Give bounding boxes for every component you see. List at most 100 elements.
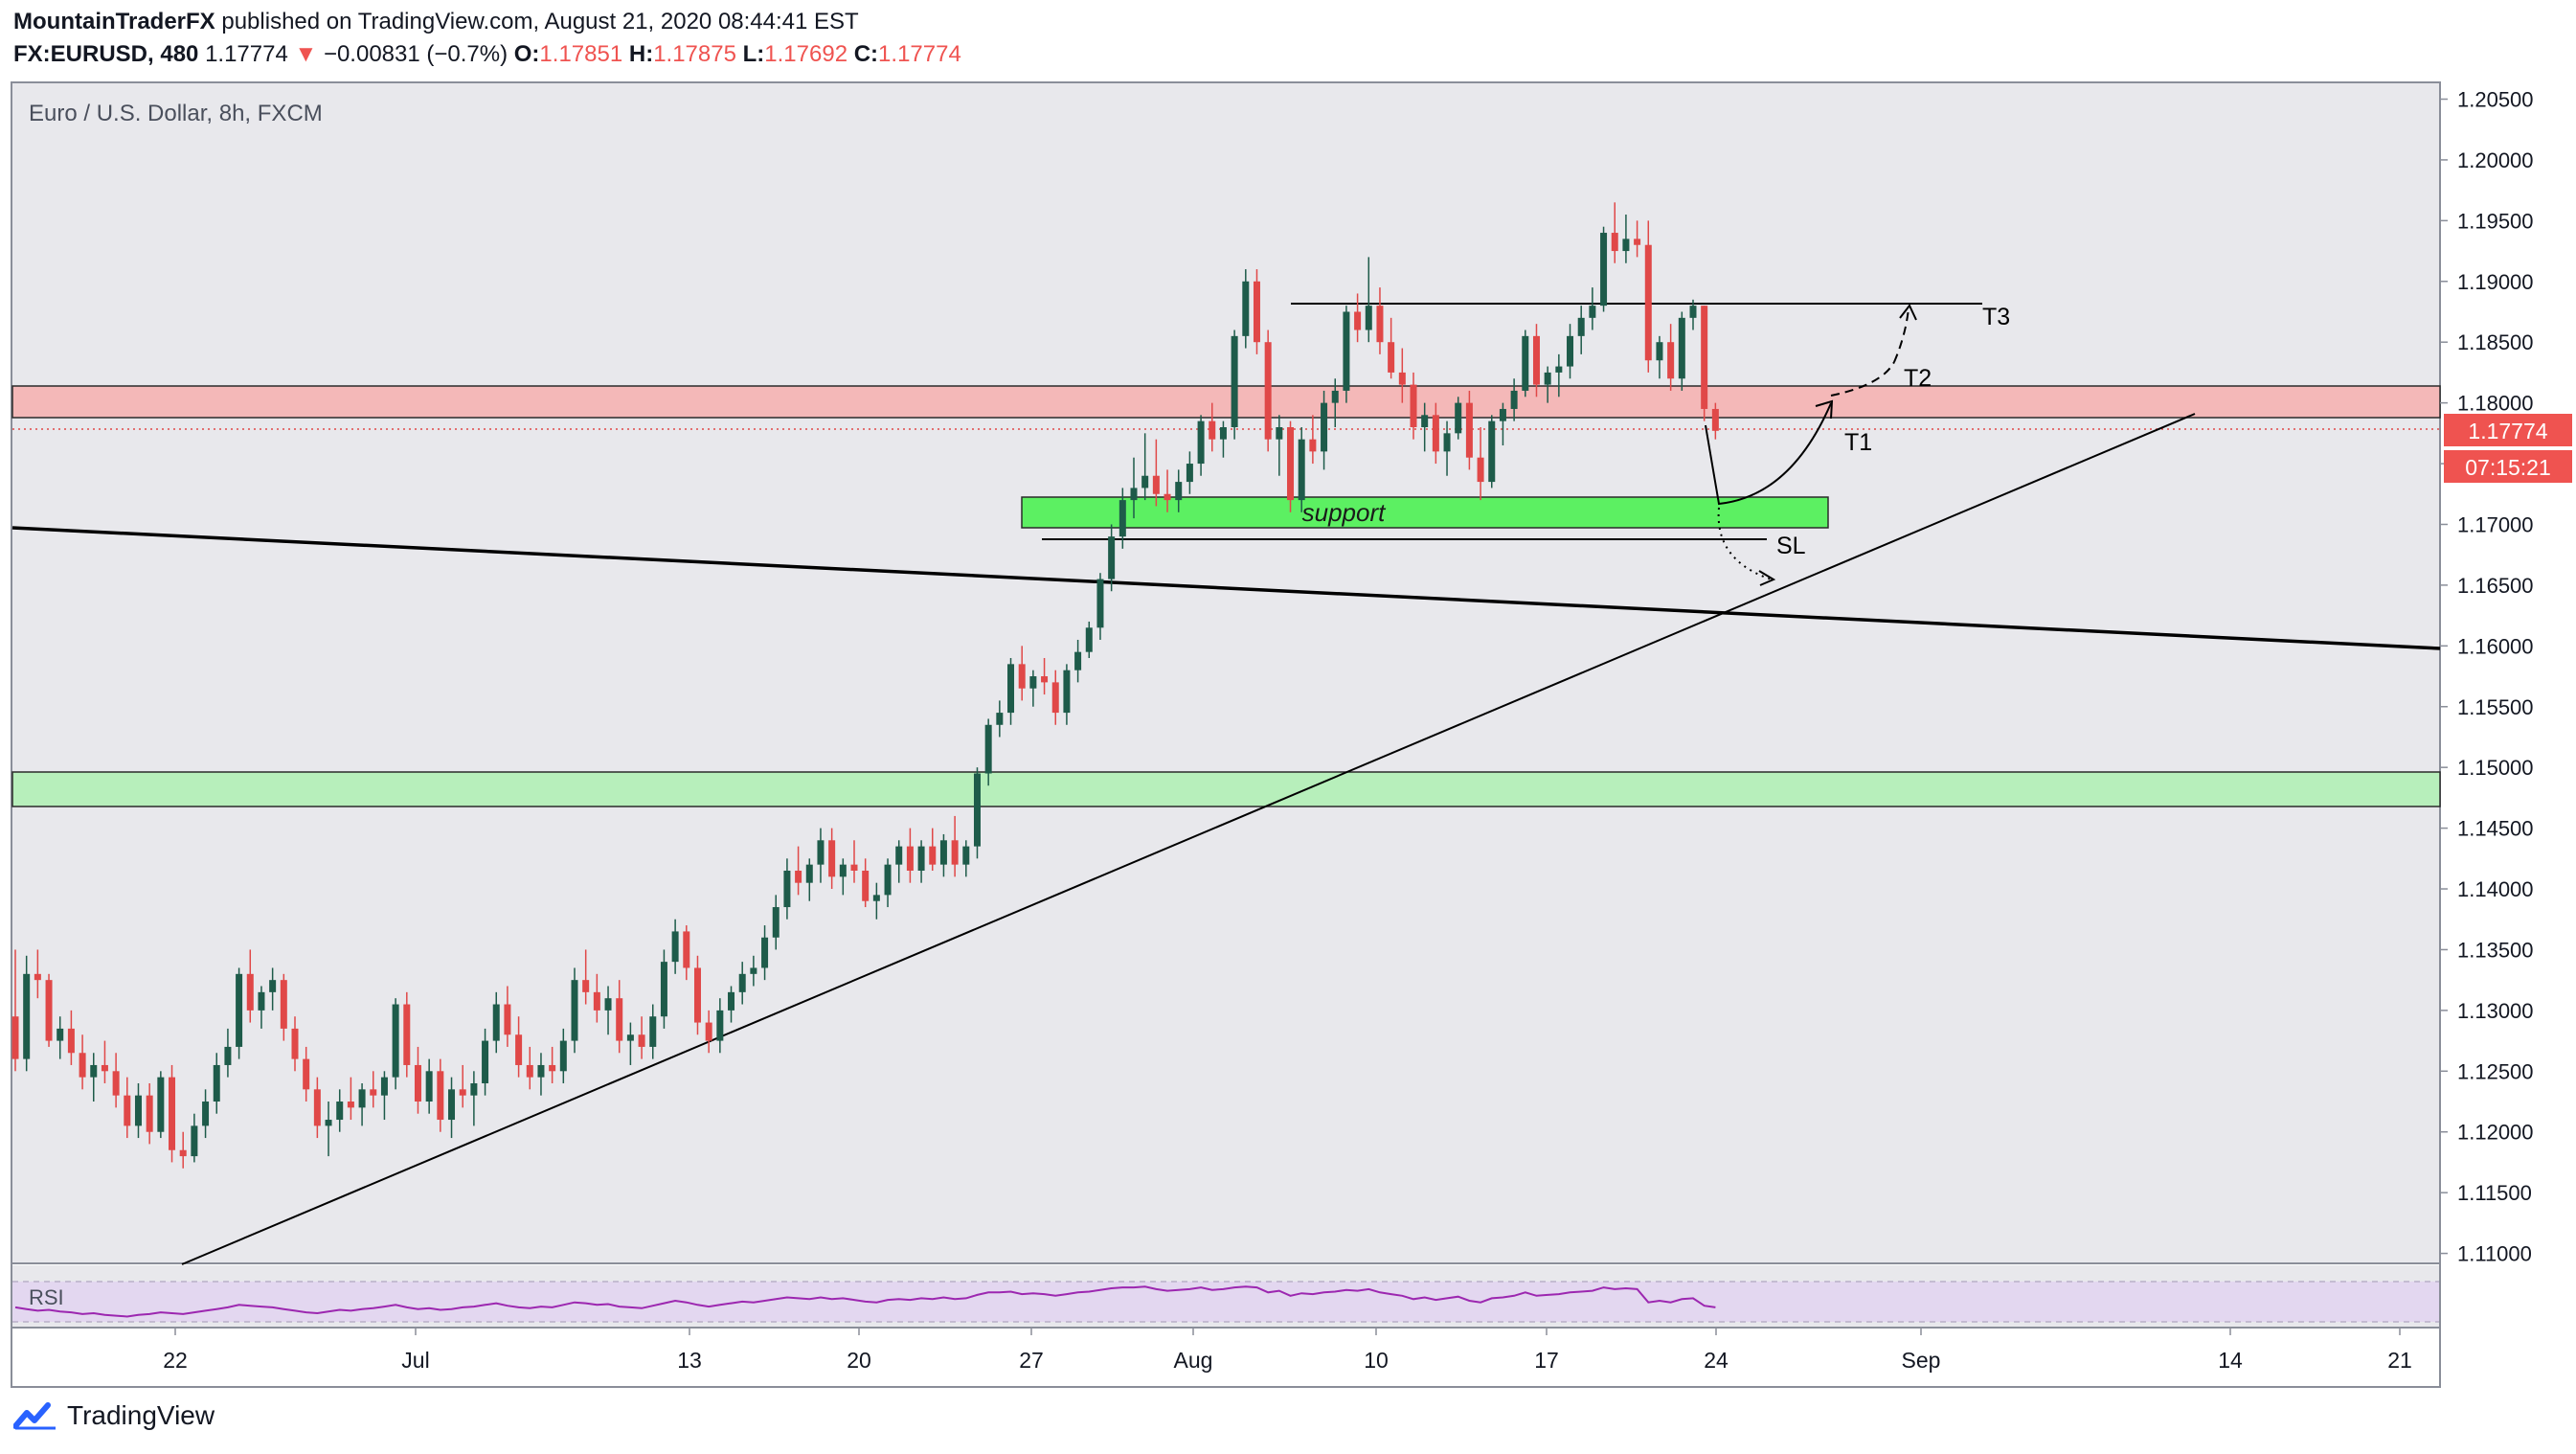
- tradingview-brand[interactable]: TradingView: [67, 1400, 215, 1430]
- projection-arrowhead-t3: [1899, 304, 1917, 321]
- time-axis[interactable]: 22 Jul 13 20 27 Aug 10 17 24 Sep 14 21: [163, 1328, 2412, 1373]
- y-tick-label: 1.15000: [2457, 756, 2534, 780]
- projection-path-t3: [1893, 307, 1909, 363]
- candle-body: [459, 1089, 466, 1096]
- candle-body: [962, 846, 970, 865]
- candle-body: [380, 1077, 388, 1096]
- candle-body: [1018, 664, 1026, 689]
- y-tick-label: 1.13000: [2457, 999, 2534, 1023]
- projection-path-t2: [1830, 361, 1895, 397]
- price-change: −0.00831 (−0.7%): [323, 41, 508, 67]
- candle-body: [795, 870, 802, 883]
- candle-body: [313, 1089, 321, 1126]
- x-tick-label: Sep: [1902, 1348, 1941, 1373]
- candle-body: [482, 1040, 489, 1083]
- candle-body: [1331, 390, 1339, 403]
- countdown-tag-text: 07:15:21: [2465, 455, 2551, 480]
- symbol-label[interactable]: FX:EURUSD, 480: [13, 41, 199, 67]
- candle-body: [191, 1125, 198, 1157]
- candle-body: [1499, 408, 1506, 421]
- candle-body: [693, 967, 701, 1023]
- x-tick-label: 24: [1704, 1348, 1729, 1373]
- ohlc-line: FX:EURUSD, 480 1.17774 ▼ −0.00831 (−0.7%…: [13, 38, 961, 71]
- candle-body: [1231, 335, 1238, 427]
- price-axis[interactable]: 1.20500 1.20000 1.19500 1.19000 1.18500 1.180…: [2440, 88, 2534, 1266]
- y-tick-label: 1.19000: [2457, 270, 2534, 294]
- y-tick-label: 1.20000: [2457, 148, 2534, 172]
- candle-body: [179, 1149, 187, 1157]
- candle-body: [1119, 500, 1126, 537]
- candle-body: [157, 1077, 165, 1132]
- chart-title: Euro / U.S. Dollar, 8h, FXCM: [29, 101, 323, 126]
- x-tick-label: 14: [2218, 1348, 2243, 1373]
- candle-body: [571, 980, 578, 1041]
- candle-body: [437, 1071, 444, 1121]
- main-pane-bg: [12, 83, 2440, 1263]
- candle-body: [984, 724, 992, 774]
- publisher-name[interactable]: MountainTraderFX: [13, 9, 215, 34]
- candle-body: [750, 967, 757, 974]
- candle-body: [895, 846, 903, 865]
- x-tick-label: 13: [677, 1348, 702, 1373]
- candle-body: [101, 1064, 108, 1072]
- candle-body: [1209, 420, 1216, 440]
- candle-body: [1365, 306, 1372, 330]
- lower-support-zone: [11, 771, 2441, 807]
- candle-body: [917, 846, 925, 871]
- candle-body: [56, 1028, 64, 1041]
- candle-body: [1711, 408, 1719, 431]
- close-label: C:: [853, 41, 879, 67]
- candle-body: [1544, 372, 1551, 385]
- candle-body: [1388, 342, 1395, 373]
- candle-body: [1242, 281, 1250, 336]
- candle-body: [850, 864, 858, 871]
- candle-body: [1197, 420, 1205, 465]
- y-tick-label: 1.16000: [2457, 634, 2534, 658]
- candle-body: [67, 1028, 75, 1054]
- candle-body: [638, 1034, 645, 1047]
- candle-body: [1432, 415, 1439, 452]
- low-label: L:: [742, 41, 765, 67]
- candle-body: [1522, 335, 1529, 391]
- candle-body: [146, 1095, 153, 1132]
- candle-body: [1477, 457, 1484, 483]
- t1-label: T1: [1844, 429, 1872, 456]
- candle-body: [1130, 488, 1138, 501]
- candle-body: [1253, 281, 1260, 343]
- candle-body: [1287, 426, 1295, 501]
- candle-body: [996, 713, 1004, 725]
- candle-body: [1007, 664, 1015, 714]
- candle-body: [1589, 306, 1596, 318]
- chart-header: MountainTraderFX published on TradingVie…: [13, 6, 961, 71]
- high-label: H:: [628, 41, 654, 67]
- candle-body: [1678, 317, 1685, 379]
- candle-body: [202, 1102, 210, 1126]
- candle-body: [1164, 493, 1171, 501]
- candle-body: [169, 1077, 176, 1150]
- candle-body: [1622, 239, 1630, 252]
- last-price-tag-text: 1.17774: [2468, 419, 2547, 443]
- candle-body: [761, 937, 769, 968]
- candle-body: [1644, 244, 1652, 361]
- published-text: published on TradingView.com, August 21,…: [215, 9, 859, 34]
- candle-body: [1309, 439, 1317, 452]
- last-price-tag: [2444, 414, 2572, 446]
- candle-body: [973, 773, 981, 847]
- candle-body: [728, 991, 735, 1011]
- candle-body: [1108, 536, 1116, 579]
- candle-body: [1063, 670, 1071, 714]
- candle-body: [1276, 426, 1283, 440]
- candle-body: [358, 1089, 366, 1108]
- candles-layer: [11, 202, 1719, 1169]
- y-tick-label: 1.18000: [2457, 392, 2534, 416]
- countdown-tag: [2444, 450, 2572, 483]
- x-tick-label: Aug: [1174, 1348, 1213, 1373]
- candle-body: [705, 1022, 712, 1041]
- open-value: 1.17851: [539, 41, 623, 67]
- tradingview-logo-icon[interactable]: [13, 1401, 57, 1430]
- candle-body: [112, 1071, 120, 1096]
- candle-body: [325, 1120, 332, 1126]
- candle-body: [1141, 475, 1149, 488]
- candle-body: [1656, 342, 1663, 361]
